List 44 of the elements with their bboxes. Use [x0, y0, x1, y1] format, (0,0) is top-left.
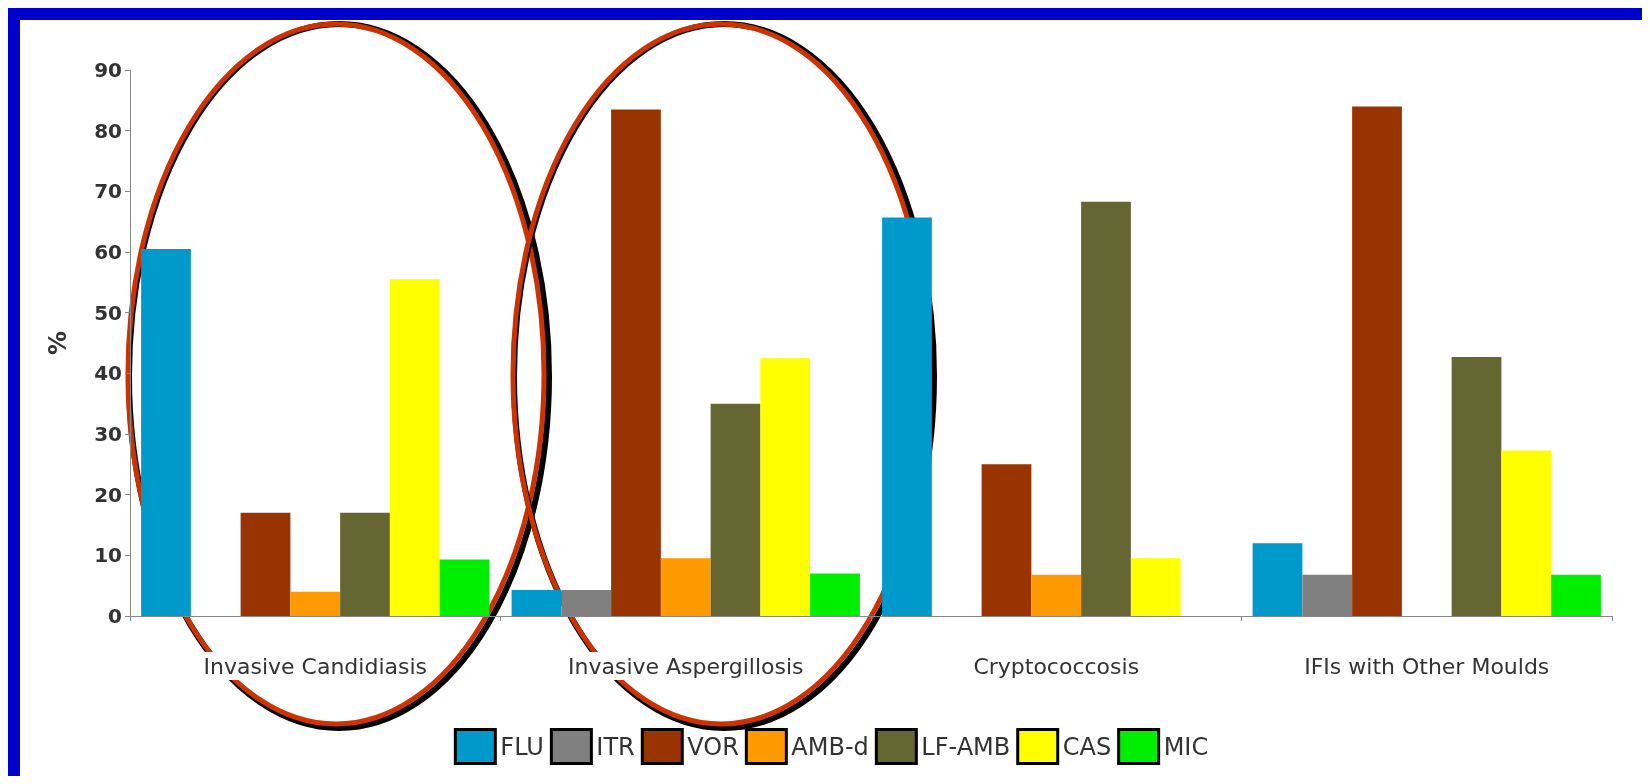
bar — [810, 573, 860, 616]
bar — [1252, 543, 1303, 616]
bar — [141, 248, 191, 616]
bar — [389, 279, 440, 616]
bar — [1081, 201, 1131, 616]
y-tick-label: 30 — [94, 422, 122, 446]
bar — [240, 512, 291, 616]
y-tick-label: 80 — [94, 118, 122, 143]
y-tick-label: 90 — [94, 58, 122, 82]
legend-label: LF-AMB — [921, 732, 1011, 761]
x-tick-label: IFIs with Other Moulds — [1304, 653, 1550, 679]
legend-label: VOR — [687, 732, 739, 761]
legend-label: CAS — [1062, 732, 1112, 761]
bar — [710, 403, 761, 616]
legend-label: ITR — [596, 732, 635, 761]
bar — [290, 591, 341, 616]
y-tick-label: 60 — [94, 240, 122, 264]
bar — [1451, 356, 1502, 616]
x-tick-label: Cryptococcosis — [973, 653, 1140, 679]
bar — [760, 358, 811, 616]
legend-label: FLU — [500, 732, 544, 761]
bar — [611, 109, 661, 616]
y-tick-label: 40 — [94, 361, 122, 386]
y-axis-title: % — [44, 330, 72, 356]
bar — [1130, 558, 1181, 616]
bar — [1501, 450, 1552, 616]
bar — [439, 559, 490, 616]
x-tick-label: Invasive Aspergillosis — [567, 653, 804, 679]
bar — [1031, 574, 1082, 616]
legend-label: MIC — [1163, 732, 1209, 761]
bar — [882, 217, 932, 616]
bar — [511, 589, 562, 616]
bar — [981, 464, 1032, 616]
bar — [1551, 574, 1601, 616]
y-tick-label: 20 — [94, 482, 122, 507]
y-tick-label: 70 — [94, 179, 122, 204]
x-tick-label: Invasive Candidiasis — [203, 653, 428, 679]
y-tick-label: 0 — [108, 604, 122, 628]
y-tick-label: 50 — [94, 300, 122, 325]
y-tick-label: 10 — [94, 543, 122, 568]
bar — [660, 558, 711, 616]
bar — [1352, 106, 1402, 616]
legend-label: AMB-d — [791, 732, 869, 761]
bar — [340, 512, 390, 616]
